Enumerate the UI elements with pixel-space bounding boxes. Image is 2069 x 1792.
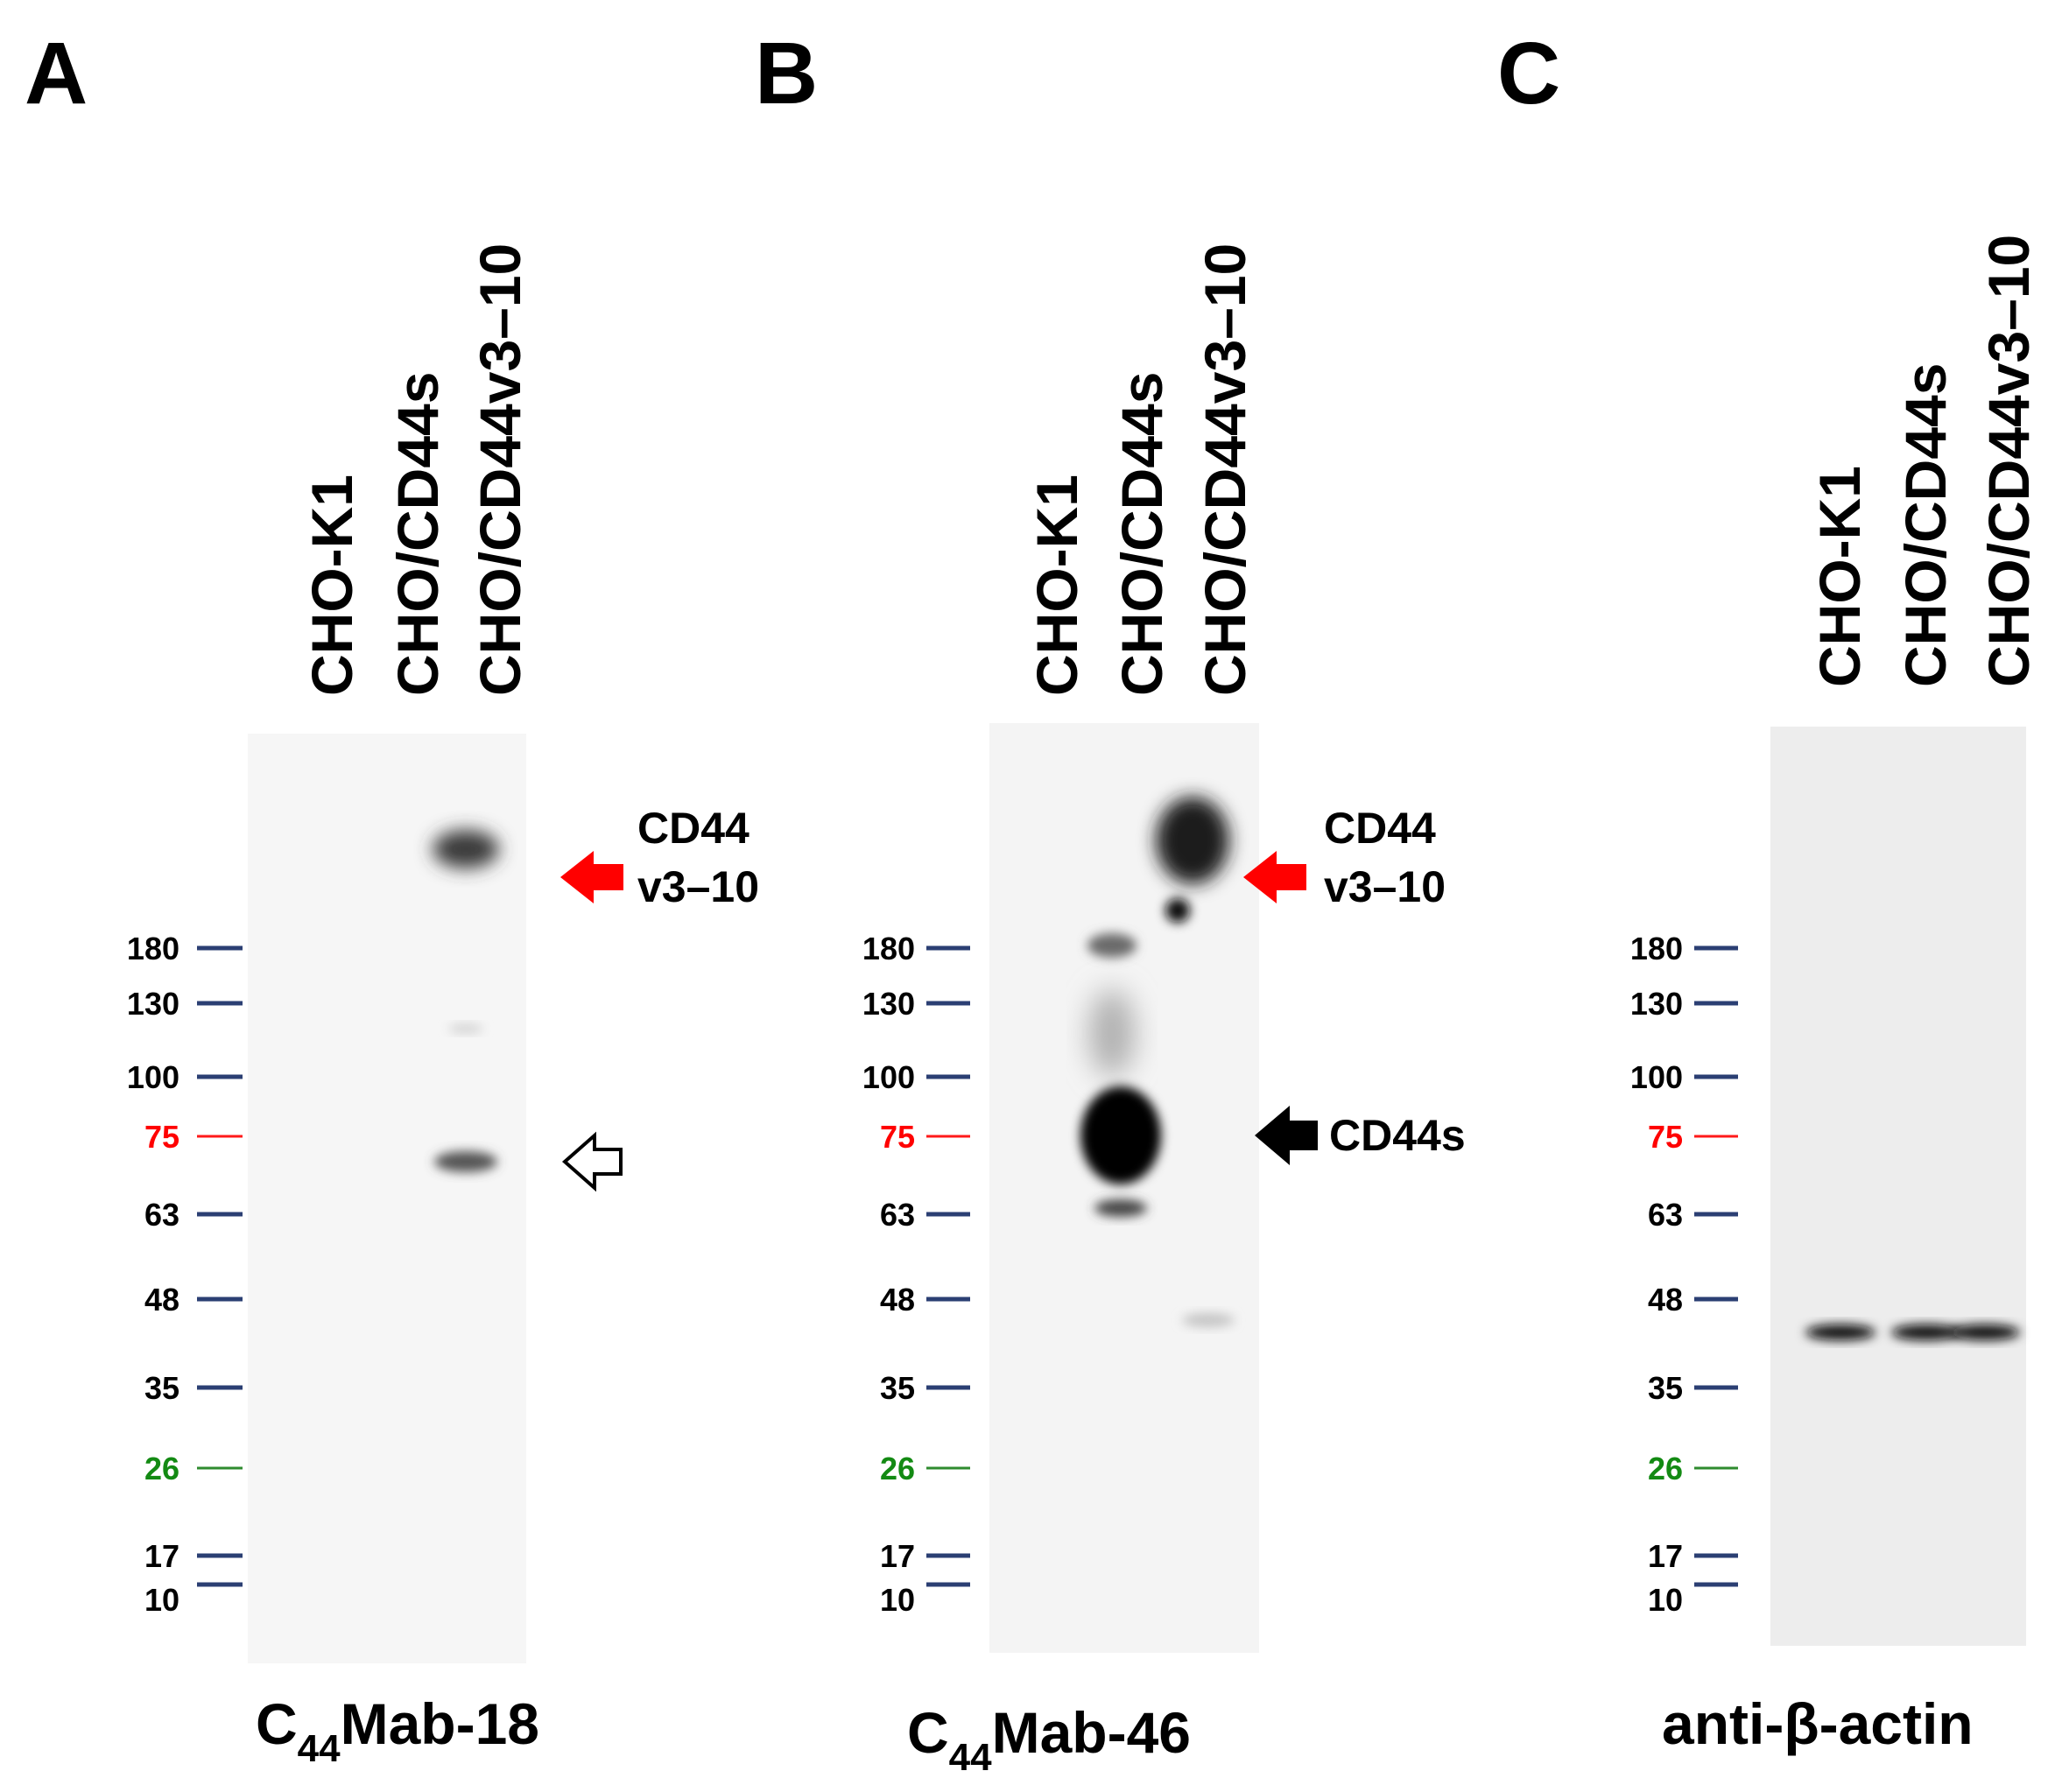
marker-label-17: 17 xyxy=(1648,1538,1683,1574)
band-cd44s-upper xyxy=(1087,933,1137,958)
black-arrow xyxy=(1255,1106,1318,1165)
band-cd44v3-10 xyxy=(433,830,499,868)
antibody-label: C44Mab-18 xyxy=(256,1691,539,1770)
marker-label-63: 63 xyxy=(880,1197,915,1233)
panel-b: B CHO-K1 CHO/CD44s CHO/CD44v3–10 180 130 100 75… xyxy=(755,25,1466,1779)
blot-bands xyxy=(1805,1325,2020,1340)
lane-label-1: CHO-K1 xyxy=(1024,474,1089,696)
band-actin-lane-2 xyxy=(1891,1325,1961,1340)
panel-c: C CHO-K1 CHO/CD44s CHO/CD44v3–10 180 130 100 75… xyxy=(1497,25,2041,1756)
marker-label-35: 35 xyxy=(144,1370,179,1406)
red-arrow xyxy=(1243,851,1306,903)
lane-label-3: CHO/CD44v3–10 xyxy=(468,243,532,696)
marker-label-48: 48 xyxy=(144,1282,179,1318)
marker-label-35: 35 xyxy=(1648,1370,1683,1406)
band-actin-lane-1 xyxy=(1805,1325,1875,1340)
marker-label-10: 10 xyxy=(144,1582,179,1618)
lane-label-1: CHO-K1 xyxy=(299,474,364,696)
lane-label-2: CHO/CD44s xyxy=(385,372,450,696)
marker-label-100: 100 xyxy=(1630,1059,1683,1095)
marker-label-17: 17 xyxy=(144,1538,179,1574)
marker-label-75: 75 xyxy=(144,1119,179,1155)
marker-label-180: 180 xyxy=(127,931,179,966)
band-cd44v3-10 xyxy=(1156,797,1229,884)
arrow-label: CD44 xyxy=(637,804,749,853)
marker-label-75: 75 xyxy=(880,1119,915,1155)
marker-label-26: 26 xyxy=(1648,1451,1683,1486)
marker-label-26: 26 xyxy=(144,1451,179,1486)
panel-a: A CHO-K1 CHO/CD44s CHO/CD44v3–10 180 130 100 75… xyxy=(25,25,759,1770)
marker-label-63: 63 xyxy=(1648,1197,1683,1233)
panel-letter: C xyxy=(1497,25,1560,123)
lane-label-2: CHO/CD44s xyxy=(1893,363,1958,687)
marker-label-180: 180 xyxy=(862,931,915,966)
red-arrow xyxy=(560,851,623,903)
band-faint-48 xyxy=(1182,1313,1235,1327)
lane-label-3: CHO/CD44v3–10 xyxy=(1193,243,1257,696)
open-arrow xyxy=(561,1131,623,1192)
marker-label-10: 10 xyxy=(880,1582,915,1618)
lane-label-3: CHO/CD44v3–10 xyxy=(1976,235,2041,687)
band-faint xyxy=(448,1024,483,1033)
marker-label-17: 17 xyxy=(880,1538,915,1574)
band-lower xyxy=(434,1151,497,1172)
marker-label-130: 130 xyxy=(1630,986,1683,1022)
marker-label-48: 48 xyxy=(880,1282,915,1318)
marker-label-130: 130 xyxy=(862,986,915,1022)
band-cd44s-smear xyxy=(1089,989,1135,1077)
marker-label-63: 63 xyxy=(144,1197,179,1233)
band-cd44s xyxy=(1080,1086,1161,1184)
marker-label-48: 48 xyxy=(1648,1282,1683,1318)
arrow-label: v3–10 xyxy=(637,862,759,911)
arrow-label: v3–10 xyxy=(1324,862,1446,911)
band-actin-lane-3 xyxy=(1950,1325,2020,1340)
antibody-label: anti-β-actin xyxy=(1662,1691,1974,1756)
lane-label-1: CHO-K1 xyxy=(1807,466,1872,687)
blot-bands xyxy=(433,830,499,1172)
blot-membrane xyxy=(248,734,526,1663)
lane-label-2: CHO/CD44s xyxy=(1109,372,1174,696)
marker-label-180: 180 xyxy=(1630,931,1683,966)
marker-label-100: 100 xyxy=(127,1059,179,1095)
antibody-label: C44Mab-46 xyxy=(907,1700,1191,1779)
band-cd44s-lower xyxy=(1094,1199,1147,1217)
arrow-label: CD44 xyxy=(1324,804,1436,853)
band-spot xyxy=(1165,898,1190,923)
panel-letter: A xyxy=(25,25,88,123)
blot-membrane xyxy=(1770,727,2026,1646)
marker-label-100: 100 xyxy=(862,1059,915,1095)
marker-label-26: 26 xyxy=(880,1451,915,1486)
blot-bands xyxy=(1080,797,1235,1327)
marker-label-10: 10 xyxy=(1648,1582,1683,1618)
marker-label-75: 75 xyxy=(1648,1119,1683,1155)
blot-membrane xyxy=(989,723,1259,1653)
panel-letter: B xyxy=(755,25,818,123)
marker-label-130: 130 xyxy=(127,986,179,1022)
marker-label-35: 35 xyxy=(880,1370,915,1406)
arrow-label: CD44s xyxy=(1329,1111,1466,1160)
